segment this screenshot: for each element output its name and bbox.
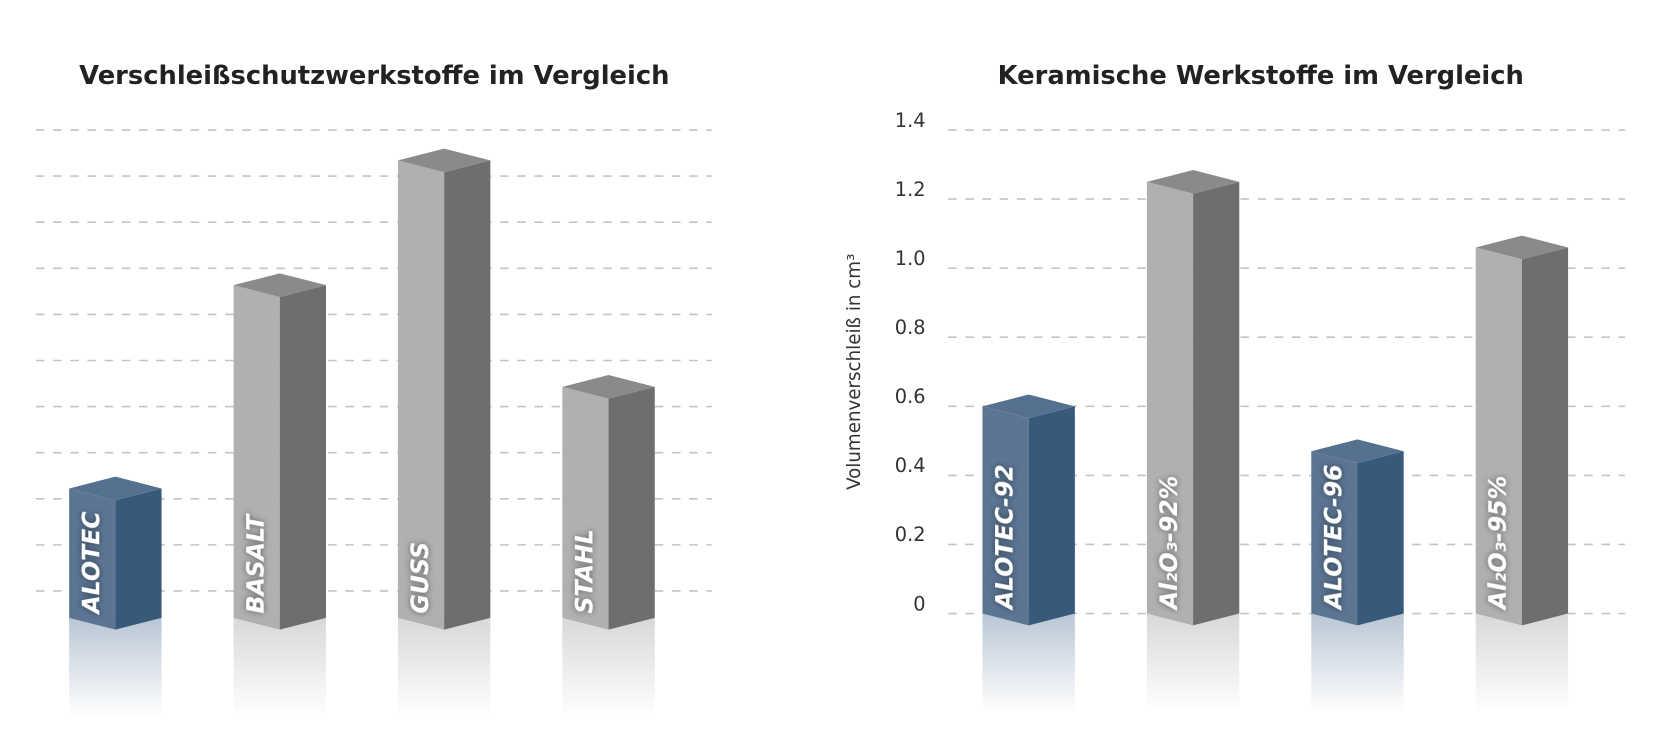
bar-front-face <box>397 160 445 630</box>
bar-front-face <box>69 488 116 630</box>
bar-top-face <box>1146 170 1240 194</box>
bar-label: BASALT <box>242 513 270 614</box>
bar-label: ALOTEC-96 <box>1319 464 1347 611</box>
bar-reflection <box>397 617 491 717</box>
y-tick-label: 0.8 <box>895 316 926 339</box>
bar-side-face <box>444 160 491 630</box>
bar-reflection <box>1475 613 1569 713</box>
bar-top-face <box>69 476 162 501</box>
y-axis-label: Volumenverschleiß in cm³ <box>844 254 865 490</box>
bar-side-face <box>1193 181 1240 626</box>
y-tick-label: 1.4 <box>895 109 926 132</box>
y-tick-label: 0.6 <box>895 385 926 408</box>
bar-front-face <box>1475 247 1522 626</box>
bar-side-face <box>1357 451 1404 626</box>
bar-reflection <box>233 617 326 717</box>
bar-front-face <box>1146 181 1194 626</box>
bar-front-face <box>982 406 1029 626</box>
bar-reflection <box>562 617 655 717</box>
bars: ALOTEC BASALT GUSS STAHL <box>69 148 655 717</box>
bar-alotec-96: ALOTEC-96 <box>1311 439 1404 713</box>
bar-al-o-92-: Al₂O₃-92% <box>1146 170 1240 713</box>
bar-side-face <box>1028 406 1075 626</box>
y-tick-label: 0.2 <box>895 523 926 546</box>
y-tick-label: 1.2 <box>895 178 926 201</box>
bar-reflection <box>982 613 1075 713</box>
bar-side-face <box>608 386 655 630</box>
bar-basalt: BASALT <box>233 273 326 717</box>
bar-al-o-95-: Al₂O₃-95% <box>1475 235 1569 713</box>
bar-front-face <box>562 386 609 630</box>
chart-ceramic-materials: Keramische Werkstoffe im Vergleich Volum… <box>844 61 1626 713</box>
bar-label: ALOTEC <box>77 511 105 616</box>
bar-reflection <box>1146 613 1240 713</box>
chart-wear-materials: Verschleißschutzwerkstoffe im Vergleich … <box>35 61 712 717</box>
bar-reflection <box>69 617 162 717</box>
bar-label: ALOTEC-92 <box>991 464 1019 611</box>
bar-front-face <box>1311 451 1358 626</box>
bar-label: GUSS <box>406 542 434 614</box>
bar-side-face <box>279 285 326 630</box>
y-tick-labels: 0 0.2 0.4 0.6 0.8 1.0 1.2 1.4 <box>895 109 926 616</box>
chart-title: Verschleißschutzwerkstoffe im Vergleich <box>79 61 669 91</box>
bar-guss: GUSS <box>397 148 491 717</box>
bar-label: Al₂O₃-95% <box>1484 476 1512 612</box>
bar-stahl: STAHL <box>562 375 655 717</box>
bar-side-face <box>1521 247 1569 626</box>
y-tick-label: 1.0 <box>895 247 926 270</box>
y-tick-label: 0 <box>913 592 925 615</box>
bar-label: STAHL <box>570 529 598 613</box>
bar-reflection <box>1311 613 1404 713</box>
chart-title: Keramische Werkstoffe im Vergleich <box>998 61 1524 91</box>
bar-side-face <box>115 488 162 630</box>
y-tick-label: 0.4 <box>895 454 926 477</box>
bar-top-face <box>397 148 491 173</box>
bar-alotec-92: ALOTEC-92 <box>982 394 1075 713</box>
bar-front-face <box>233 285 280 630</box>
bar-alotec: ALOTEC <box>69 476 162 717</box>
bars: ALOTEC-92 Al₂O₃-92% ALOTEC-96 Al₂O₃-95% <box>982 170 1569 713</box>
bar-label: Al₂O₃-92% <box>1155 476 1183 612</box>
